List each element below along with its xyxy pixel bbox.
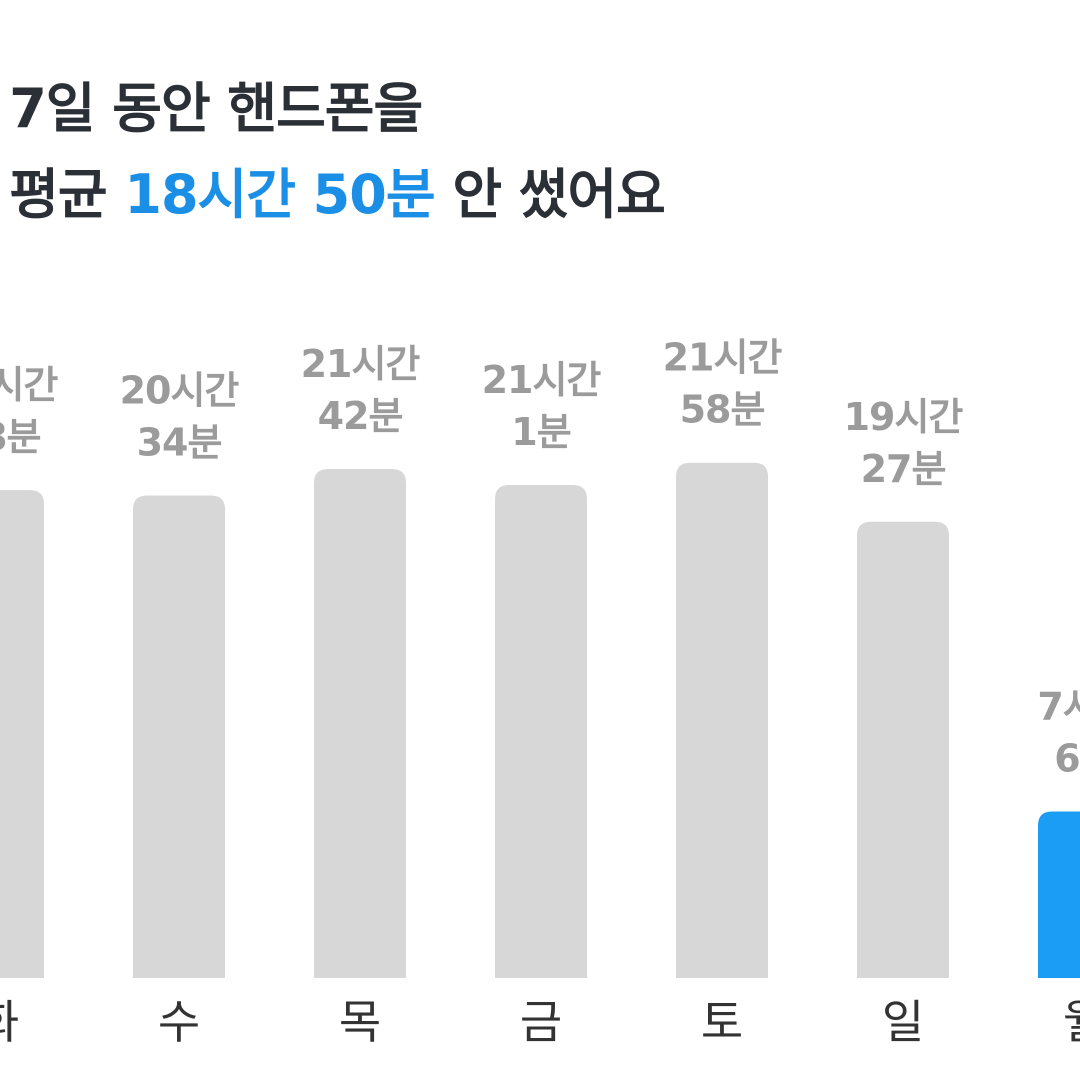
average-duration: 18시간 50분 <box>124 163 435 226</box>
bar-3 <box>495 484 587 978</box>
day-label-6: 월 <box>1063 995 1080 1049</box>
headline-line-2: - 평균 18시간 50분 안 썼어요 <box>0 152 666 238</box>
day-label-3: 금 <box>520 995 562 1049</box>
day-label-4: 토 <box>701 995 743 1049</box>
day-label-5: 일 <box>882 995 924 1049</box>
bar-value-label-hours-5: 19시간 <box>844 395 964 439</box>
day-label-0: 화 <box>0 995 19 1049</box>
headline-line-1: - 7일 동안 핸드폰을 <box>0 77 423 140</box>
bar-value-label-hours-0: 20시간 <box>0 363 58 407</box>
bar-2 <box>314 469 406 978</box>
bar-0 <box>0 490 44 978</box>
headline-line-2-prefix: - 평균 <box>0 163 108 226</box>
bar-value-label-minutes-3: 1분 <box>511 410 570 454</box>
headline-line-2-suffix: 안 썼어요 <box>434 163 666 226</box>
bar-value-label-minutes-6: 6분 <box>1054 736 1080 780</box>
day-label-1: 수 <box>158 995 200 1049</box>
bar-value-label-minutes-2: 42분 <box>318 394 403 438</box>
bar-value-label-hours-2: 21시간 <box>301 342 421 386</box>
bar-4 <box>676 462 768 979</box>
bar-value-label-minutes-4: 58분 <box>680 388 765 432</box>
bar-value-label-hours-4: 21시간 <box>663 336 783 380</box>
bar-value-label-hours-1: 20시간 <box>120 369 240 413</box>
bar-value-label-minutes-0: 48분 <box>0 415 40 459</box>
bar-value-label-hours-6: 7시간 <box>1037 684 1080 728</box>
bar-value-label-minutes-5: 27분 <box>861 447 946 491</box>
bar-value-label-hours-3: 21시간 <box>482 358 602 402</box>
day-label-2: 목 <box>339 995 381 1049</box>
headline: - 7일 동안 핸드폰을 - 평균 18시간 50분 안 썼어요 <box>0 66 666 238</box>
bar-value-label-minutes-1: 34분 <box>137 421 222 465</box>
bar-1 <box>133 495 225 978</box>
bar-5 <box>857 521 949 978</box>
bar-6 <box>1038 811 1080 978</box>
